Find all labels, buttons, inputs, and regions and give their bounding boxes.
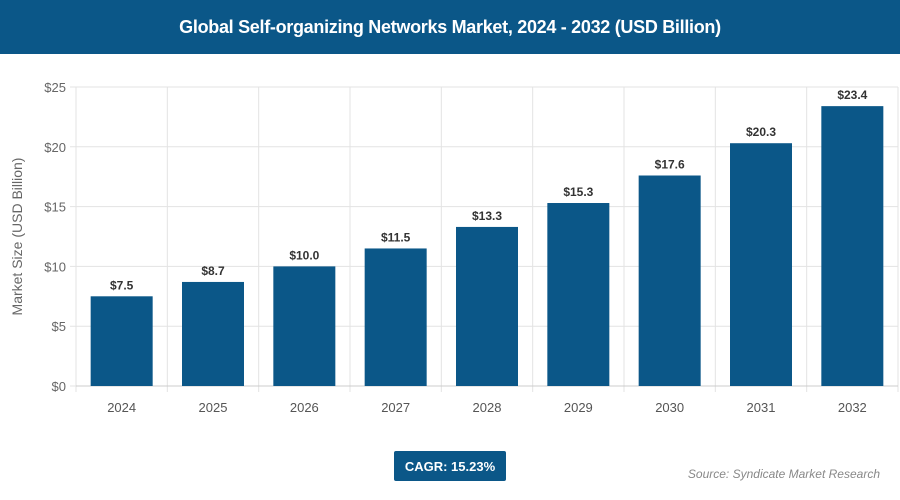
x-tick-label: 2029 <box>564 400 593 415</box>
bar-2031 <box>730 143 792 386</box>
y-tick-label: $25 <box>44 80 66 95</box>
cagr-badge: CAGR: 15.23% <box>394 451 506 481</box>
bar-2029 <box>547 203 610 386</box>
bar-2024 <box>90 296 153 386</box>
data-label: $20.3 <box>746 125 776 139</box>
y-axis-label: Market Size (USD Billion) <box>9 158 25 316</box>
y-tick-label: $15 <box>44 200 66 215</box>
data-label: $11.5 <box>381 230 411 244</box>
data-label: $8.7 <box>201 264 225 278</box>
x-tick-label: 2028 <box>473 400 502 415</box>
x-tick-label: 2027 <box>381 400 410 415</box>
bar-2030 <box>638 175 701 386</box>
chart-title: Global Self-organizing Networks Market, … <box>0 0 900 54</box>
bar-2027 <box>364 248 427 386</box>
data-label: $23.4 <box>837 88 867 102</box>
bar-2026 <box>273 266 336 386</box>
x-tick-label: 2032 <box>838 400 867 415</box>
data-label: $17.6 <box>655 158 685 172</box>
data-label: $13.3 <box>472 209 502 223</box>
data-label: $15.3 <box>563 185 593 199</box>
x-tick-label: 2031 <box>747 400 776 415</box>
bar-2028 <box>456 226 518 386</box>
bar-2025 <box>182 281 244 386</box>
bar-2032 <box>821 106 884 387</box>
y-tick-label: $5 <box>52 319 66 334</box>
x-tick-label: 2024 <box>107 400 136 415</box>
y-tick-label: $10 <box>44 259 66 274</box>
y-tick-label: $20 <box>44 140 66 155</box>
data-label: $10.0 <box>289 248 319 262</box>
x-tick-label: 2026 <box>290 400 319 415</box>
source-note: Source: Syndicate Market Research <box>687 467 880 481</box>
y-tick-label: $0 <box>52 379 66 394</box>
x-tick-label: 2030 <box>655 400 684 415</box>
data-label: $7.5 <box>110 278 134 292</box>
x-tick-label: 2025 <box>199 400 228 415</box>
